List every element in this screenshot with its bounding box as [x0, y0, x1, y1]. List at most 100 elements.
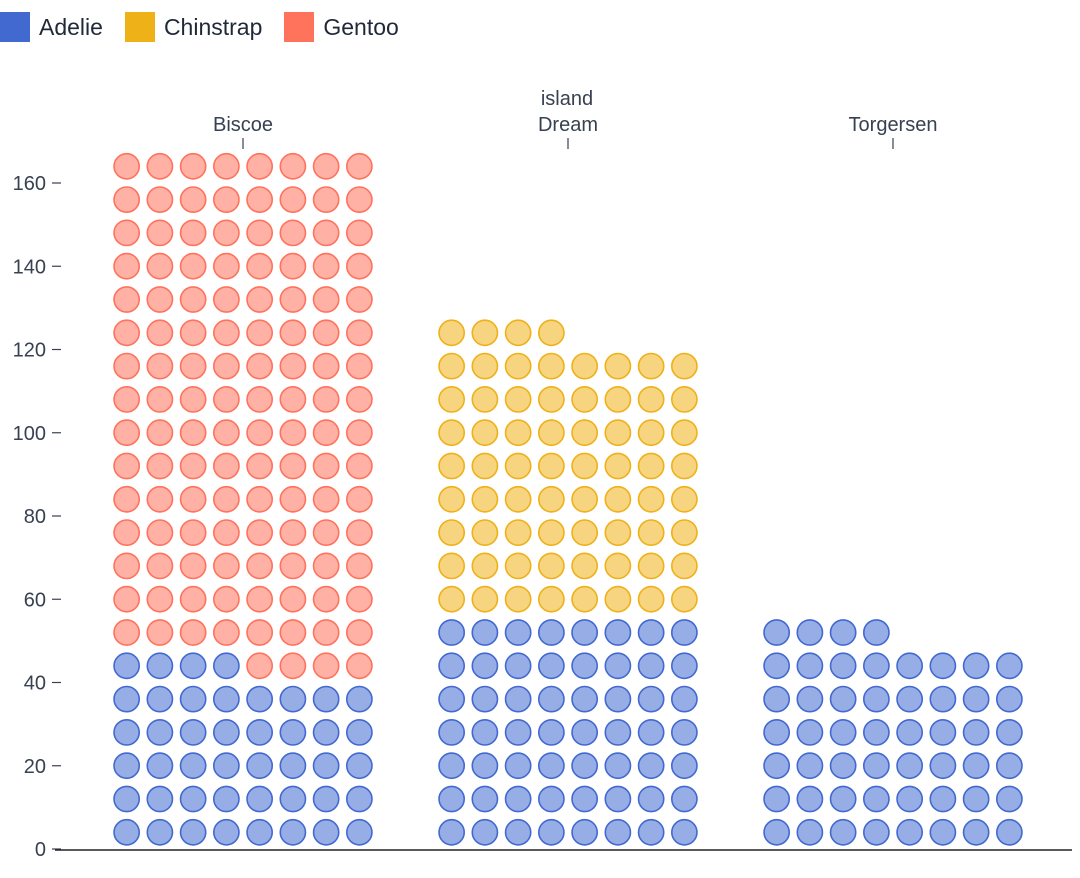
waffle-cell-adelie: [763, 719, 791, 746]
waffle-cell-adelie: [471, 719, 499, 746]
legend-label-gentoo: Gentoo: [323, 13, 399, 40]
legend-item-chinstrap: Chinstrap: [124, 12, 262, 42]
waffle-cell-chinstrap: [571, 552, 599, 580]
waffle-cell-adelie: [345, 818, 373, 846]
waffle-cell-gentoo: [279, 319, 307, 347]
y-tick-label: 140: [13, 256, 46, 278]
waffle-cell-adelie: [179, 652, 207, 680]
waffle-cell-adelie: [929, 752, 957, 780]
waffle-cell-gentoo: [345, 652, 373, 680]
waffle-cell-adelie: [471, 752, 499, 780]
facet-label-dream: Dream: [538, 114, 598, 136]
waffle-cell-adelie: [896, 818, 924, 846]
waffle-cell-adelie: [796, 619, 824, 646]
waffle-cell-adelie: [537, 785, 565, 813]
waffle-cell-adelie: [312, 719, 340, 746]
waffle-cell-chinstrap: [604, 519, 632, 547]
waffle-cell-gentoo: [179, 319, 207, 347]
waffle-cell-gentoo: [279, 585, 307, 613]
waffle-cell-chinstrap: [537, 419, 565, 447]
waffle-cell-chinstrap: [504, 585, 532, 613]
y-tick-label: 160: [13, 173, 46, 195]
waffle-cell-adelie: [604, 619, 632, 646]
waffle-cell-chinstrap: [637, 419, 665, 447]
waffle-cell-gentoo: [113, 585, 141, 613]
waffle-cell-gentoo: [179, 252, 207, 280]
waffle-cell-chinstrap: [604, 485, 632, 513]
waffle-cell-adelie: [796, 752, 824, 780]
waffle-cell-gentoo: [146, 252, 174, 280]
waffle-cell-adelie: [862, 619, 890, 646]
waffle-cell-gentoo: [113, 352, 141, 380]
waffle-cell-adelie: [637, 652, 665, 680]
legend-swatch-adelie: [0, 12, 30, 42]
waffle-cell-adelie: [212, 785, 240, 813]
waffle-cell-chinstrap: [670, 385, 698, 413]
waffle-cell-adelie: [345, 752, 373, 780]
waffle-cell-chinstrap: [471, 319, 499, 347]
waffle-cell-gentoo: [212, 452, 240, 480]
waffle-cell-adelie: [246, 785, 274, 813]
waffle-cell-chinstrap: [670, 519, 698, 547]
waffle-cell-gentoo: [146, 552, 174, 580]
waffle-cell-adelie: [438, 619, 466, 646]
waffle-cell-gentoo: [312, 252, 340, 280]
y-tick-label: 20: [24, 756, 46, 778]
waffle-cell-gentoo: [246, 286, 274, 313]
waffle-cell-gentoo: [146, 519, 174, 547]
waffle-cell-adelie: [438, 685, 466, 713]
waffle-cell-adelie: [670, 685, 698, 713]
waffle-cell-chinstrap: [571, 385, 599, 413]
waffle-cell-gentoo: [312, 552, 340, 580]
waffle-cell-adelie: [146, 719, 174, 746]
waffle-cell-adelie: [246, 719, 274, 746]
waffle-cell-gentoo: [246, 219, 274, 247]
waffle-cell-gentoo: [312, 219, 340, 247]
waffle-cell-adelie: [763, 785, 791, 813]
waffle-cell-adelie: [179, 818, 207, 846]
waffle-cell-gentoo: [345, 352, 373, 380]
waffle-cell-adelie: [604, 685, 632, 713]
waffle-cell-adelie: [438, 818, 466, 846]
waffle-cell-gentoo: [146, 452, 174, 480]
waffle-cell-adelie: [763, 619, 791, 646]
waffle-cell-adelie: [246, 818, 274, 846]
waffle-cell-chinstrap: [670, 585, 698, 613]
waffle-cell-adelie: [962, 752, 990, 780]
waffle-cell-chinstrap: [604, 585, 632, 613]
waffle-cell-adelie: [438, 652, 466, 680]
waffle-cell-gentoo: [246, 252, 274, 280]
waffle-cell-chinstrap: [670, 452, 698, 480]
waffle-cell-gentoo: [345, 585, 373, 613]
waffle-cell-chinstrap: [604, 352, 632, 380]
y-tick-label: 80: [24, 506, 46, 528]
waffle-cell-gentoo: [146, 619, 174, 646]
waffle-cell-gentoo: [212, 286, 240, 313]
waffle-cell-adelie: [279, 818, 307, 846]
waffle-cell-gentoo: [279, 419, 307, 447]
y-tick-label: 40: [24, 673, 46, 695]
waffle-cell-adelie: [670, 785, 698, 813]
waffle-cell-adelie: [637, 719, 665, 746]
waffle-cell-chinstrap: [471, 485, 499, 513]
waffle-cell-adelie: [604, 752, 632, 780]
waffle-cell-gentoo: [212, 186, 240, 214]
legend-swatch-chinstrap: [124, 12, 155, 42]
waffle-cell-adelie: [962, 719, 990, 746]
waffle-cell-gentoo: [345, 485, 373, 513]
legend-item-adelie: Adelie: [0, 12, 103, 42]
waffle-cell-chinstrap: [571, 585, 599, 613]
waffle-cell-adelie: [896, 652, 924, 680]
waffle-cell-gentoo: [279, 619, 307, 646]
waffle-cell-adelie: [829, 818, 857, 846]
waffle-cell-gentoo: [312, 519, 340, 547]
waffle-cell-gentoo: [179, 352, 207, 380]
waffle-cell-chinstrap: [670, 485, 698, 513]
waffle-cell-gentoo: [113, 452, 141, 480]
y-tick-label: 120: [13, 340, 46, 362]
waffle-cell-gentoo: [312, 319, 340, 347]
waffle-cell-adelie: [995, 652, 1023, 680]
waffle-cell-gentoo: [246, 352, 274, 380]
waffle-cell-adelie: [279, 752, 307, 780]
waffle-cell-chinstrap: [504, 352, 532, 380]
